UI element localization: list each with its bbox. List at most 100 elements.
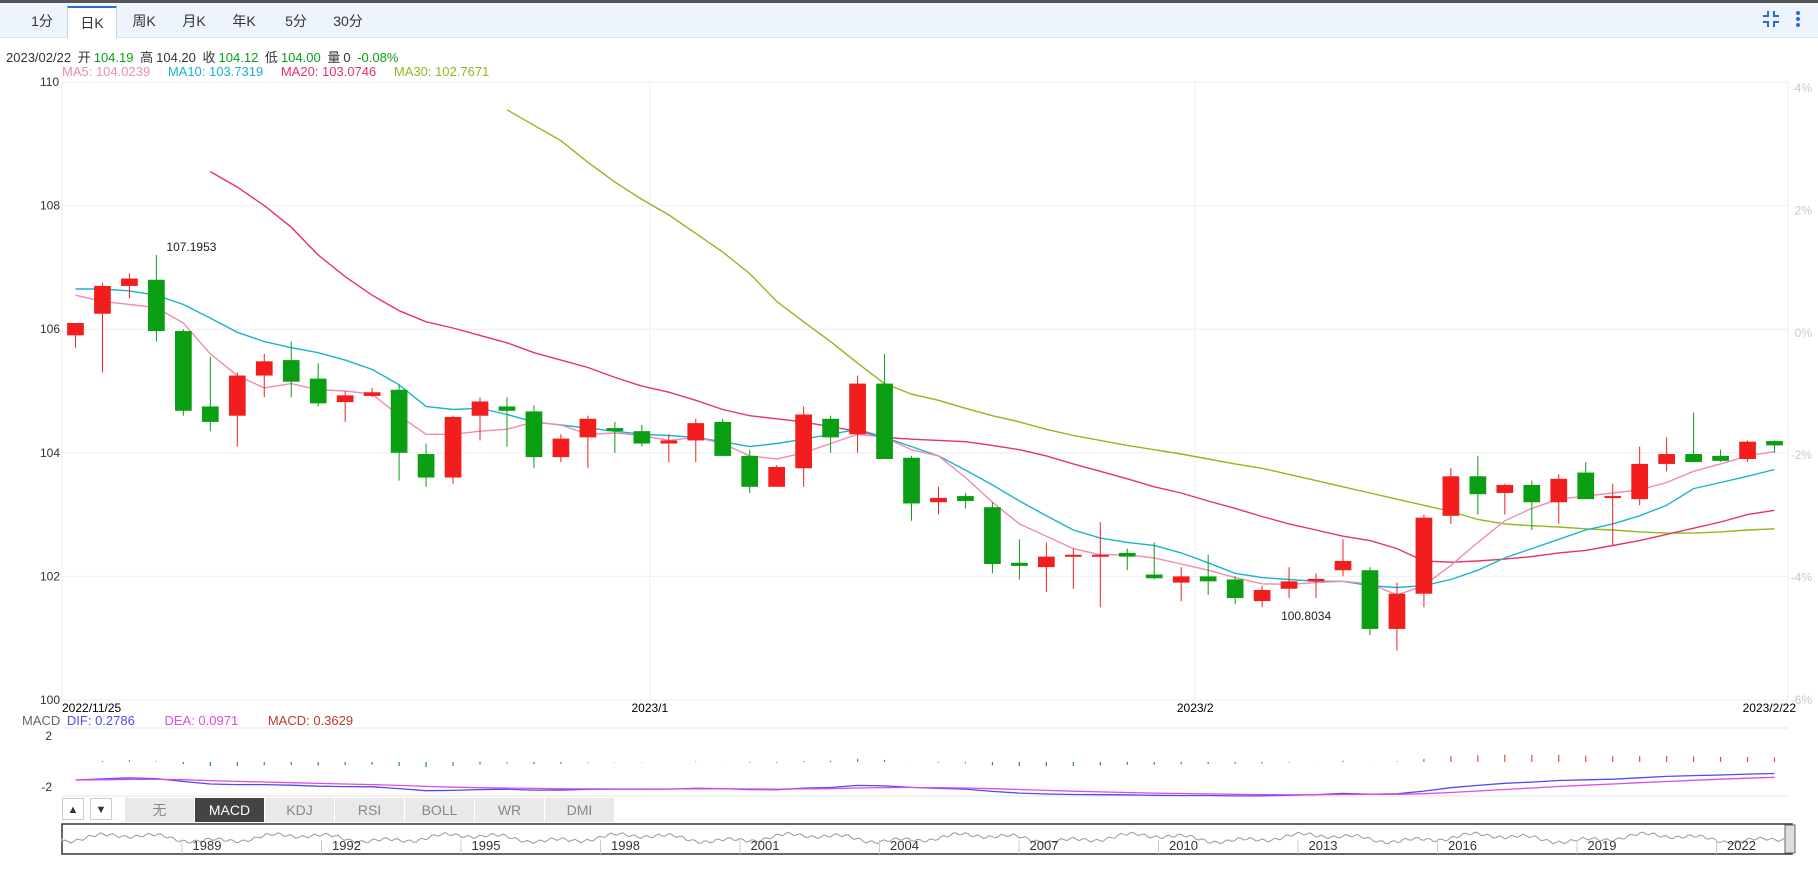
candle-body <box>148 279 165 332</box>
more-vertical-icon[interactable] <box>1795 10 1801 33</box>
dif-line <box>75 772 1775 797</box>
navigator-handle <box>1784 824 1796 854</box>
quote-info: 2023/02/22 开 104.19 高 104.20 收 104.12 低 104.… <box>6 47 401 66</box>
tab-4[interactable]: 年K <box>232 13 256 29</box>
candle-body <box>1118 552 1136 557</box>
candle-body <box>1469 476 1487 495</box>
indicator-tab-boll[interactable]: BOLL <box>405 798 475 822</box>
navigator-year: 1995 <box>472 838 501 853</box>
x-tick-label: 2022/11/25 <box>62 701 121 715</box>
candle-body <box>1766 441 1783 446</box>
close-value: 104.12 <box>218 50 259 65</box>
extreme-label: 107.1953 <box>166 240 216 254</box>
candle-body <box>1550 478 1568 503</box>
candle-body <box>1442 476 1460 516</box>
scroll-up-button[interactable]: ▲ <box>62 798 84 820</box>
open-value: 104.19 <box>93 50 134 65</box>
candle-body <box>1604 496 1622 499</box>
navigator-year: 2001 <box>751 838 780 853</box>
candle-body <box>741 455 759 487</box>
candle-body <box>1361 570 1379 629</box>
navigator-year: 2010 <box>1169 838 1198 853</box>
x-tick-label: 2023/1 <box>631 701 668 715</box>
indicator-tab-wr[interactable]: WR <box>475 798 545 822</box>
tab-6[interactable]: 30分 <box>333 13 363 29</box>
indicator-tab-rsi[interactable]: RSI <box>335 798 405 822</box>
y-tick-label: 104 <box>40 446 60 460</box>
candle-body <box>1011 562 1028 566</box>
y-tick-label: 102 <box>40 569 60 583</box>
candle-body <box>1253 589 1271 602</box>
ma10-line <box>75 288 1775 589</box>
period-tab-bar <box>0 0 1818 38</box>
scroll-down-button[interactable]: ▼ <box>90 798 112 820</box>
candle-body <box>525 411 543 458</box>
candle-body <box>471 401 489 416</box>
candle-body <box>1145 574 1163 579</box>
close-label: 收 <box>202 50 216 65</box>
macd-axis-bottom: -2 <box>41 780 52 794</box>
candle-body <box>1199 576 1217 582</box>
navigator-year: 2007 <box>1030 838 1059 853</box>
x-tick-label: 2023/2/22 <box>1743 701 1797 715</box>
tab-3[interactable]: 月K <box>182 13 206 29</box>
tab-0[interactable]: 1分 <box>31 13 53 29</box>
open-label: 开 <box>77 50 91 65</box>
candle-body <box>903 457 920 504</box>
candle-body <box>795 414 813 469</box>
ma30-line <box>506 109 1775 534</box>
candle-body <box>1685 454 1702 463</box>
indicator-tab-dmi[interactable]: DMI <box>545 798 615 822</box>
candle-body <box>1631 463 1649 500</box>
ma10-legend: MA10: 103.7319 <box>167 64 264 79</box>
indicator-tab-无[interactable]: 无 <box>125 798 195 822</box>
low-label: 低 <box>264 50 278 65</box>
candle-body <box>660 440 678 444</box>
candle-body <box>1226 579 1244 599</box>
candle-body <box>336 395 354 403</box>
indicator-tab-macd[interactable]: MACD <box>195 798 265 822</box>
candle-body <box>363 392 381 396</box>
candle-body <box>282 360 300 382</box>
y2-tick-label: -2% <box>1791 448 1813 462</box>
candle-body <box>67 323 84 336</box>
collapse-icon[interactable] <box>1762 10 1780 33</box>
macd-legend: MACD DIF: 0.2786 DEA: 0.0971 MACD: 0.362… <box>22 713 356 728</box>
candle-body <box>228 375 246 416</box>
candle-body <box>1739 441 1756 459</box>
navigator-year: 2022 <box>1727 838 1756 853</box>
y-tick-label: 108 <box>40 199 60 213</box>
candle-body <box>606 428 624 432</box>
candle-body <box>930 497 947 503</box>
ma5-line <box>75 294 1775 596</box>
y-tick-label: 100 <box>40 693 60 707</box>
candle-body <box>633 431 651 444</box>
candle-body <box>1307 578 1325 582</box>
tab-5[interactable]: 5分 <box>285 13 307 29</box>
candle-body <box>1172 576 1190 583</box>
macd-axis-top: 2 <box>45 729 52 743</box>
tab-1[interactable]: 日K <box>67 6 117 38</box>
candle-body <box>714 421 732 456</box>
dea-legend: DEA: 0.0971 <box>164 713 239 728</box>
y2-tick-label: 4% <box>1795 81 1813 95</box>
quote-date: 2023/02/22 <box>6 50 72 65</box>
dif-legend: DIF: 0.2786 <box>66 713 135 728</box>
candle-body <box>121 278 138 286</box>
candle-body <box>1064 554 1082 557</box>
candle-body <box>201 406 219 422</box>
candle-body <box>1577 472 1595 500</box>
candle-body <box>822 418 839 438</box>
tab-2[interactable]: 周K <box>132 13 156 29</box>
indicator-tab-kdj[interactable]: KDJ <box>265 798 335 822</box>
candle-body <box>255 361 273 376</box>
candle-body <box>1037 556 1055 568</box>
macd-label: MACD <box>22 713 61 728</box>
candle-body <box>174 331 192 411</box>
y-tick-label: 106 <box>40 322 60 336</box>
candle-body <box>309 378 327 404</box>
navigator-year: 2019 <box>1588 838 1617 853</box>
candle-body <box>552 438 570 458</box>
macd-value-legend: MACD: 0.3629 <box>267 713 354 728</box>
